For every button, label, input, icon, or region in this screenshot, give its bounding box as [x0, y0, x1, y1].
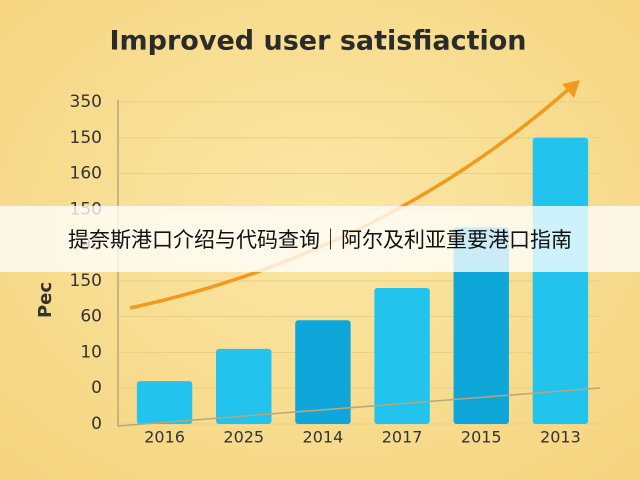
banner	[0, 206, 640, 272]
y-tick-label: 350	[70, 92, 102, 112]
bar	[374, 288, 430, 424]
y-tick-label: 0	[91, 378, 102, 398]
bar	[532, 137, 589, 424]
bar	[216, 348, 272, 424]
x-tick-label: 2015	[461, 428, 502, 447]
y-tick-label: 60	[80, 307, 102, 327]
y-tick-label: 160	[70, 164, 102, 184]
y-tick-label: 10	[80, 342, 102, 362]
x-tick-label: 2017	[382, 428, 423, 447]
trend-arrow-head	[562, 80, 580, 98]
x-tick-label: 2013	[540, 428, 581, 447]
y-tick-label: 150	[70, 271, 102, 291]
x-tick-label: 2025	[223, 428, 264, 447]
banner-text: 提奈斯港口介绍与代码查询｜阿尔及利亚重要港口指南	[68, 228, 572, 252]
x-tick-label: 2014	[303, 428, 344, 447]
x-tick-label: 2016	[144, 428, 185, 447]
bar	[453, 227, 509, 424]
bar	[136, 381, 193, 424]
x-axis	[117, 387, 601, 427]
chart-title: Improved user satisfiaction	[109, 26, 526, 57]
y-tick-label: 150	[70, 128, 102, 148]
bar	[295, 320, 351, 424]
y-axis-label: Pec	[35, 282, 56, 318]
y-tick-label: 0	[91, 414, 102, 434]
